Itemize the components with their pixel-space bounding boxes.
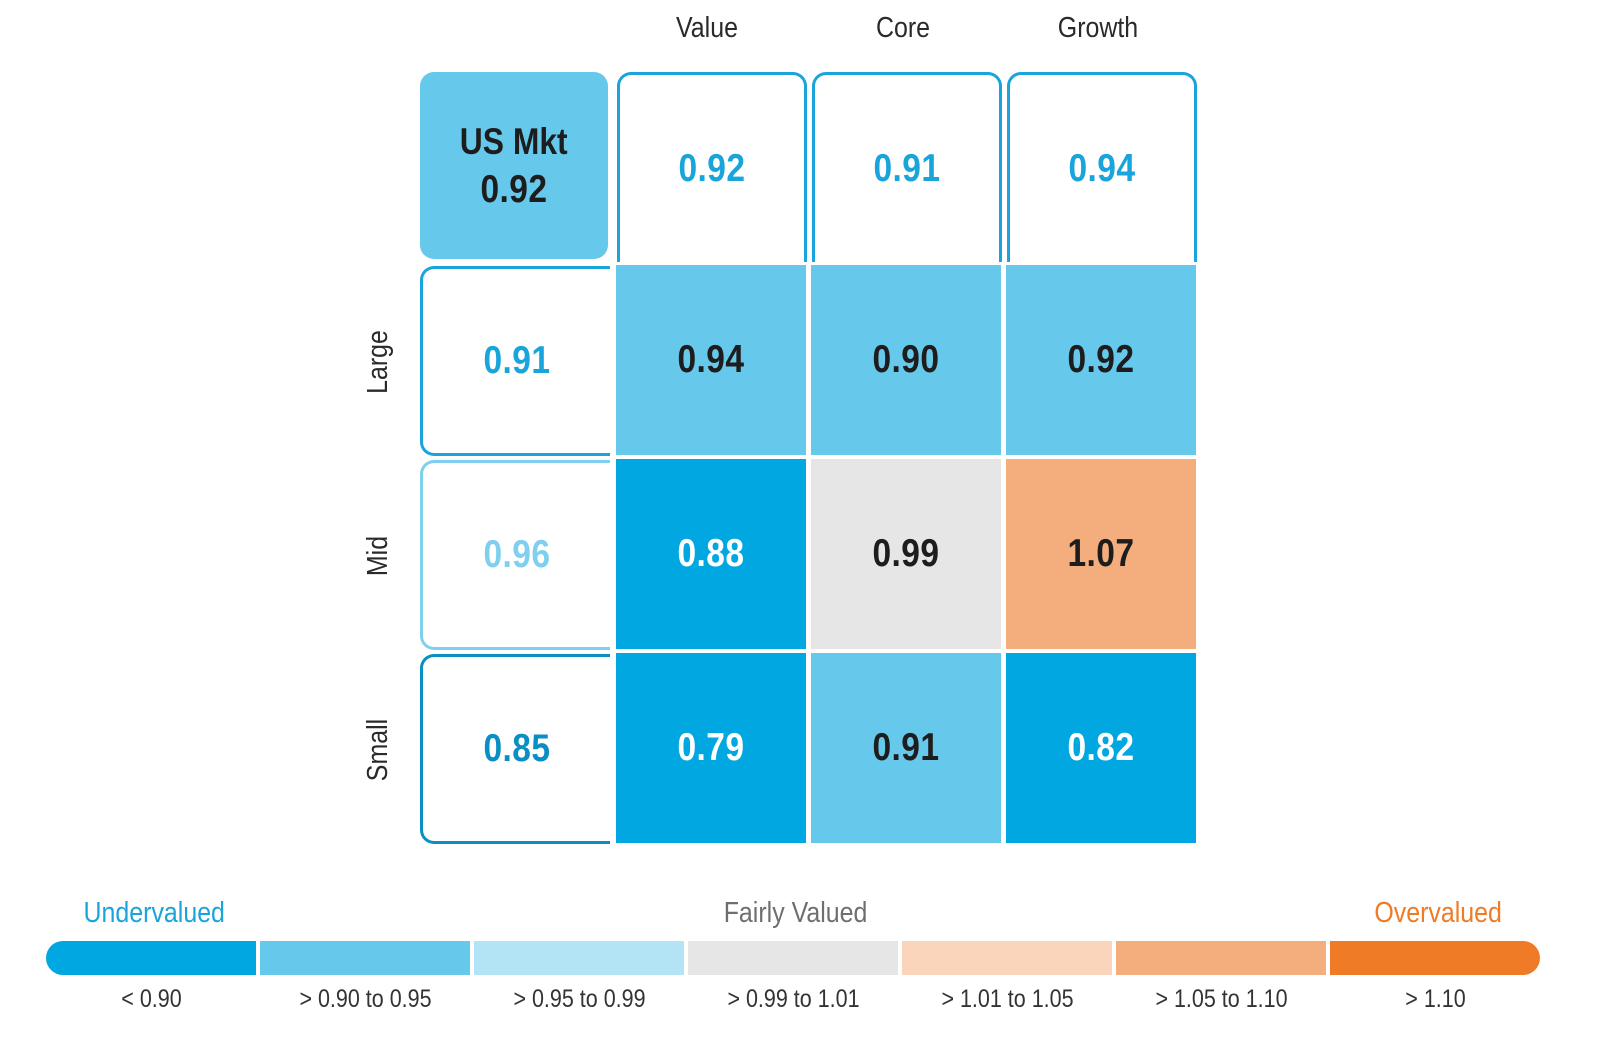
legend-overvalued-title: Overvalued bbox=[1374, 897, 1502, 929]
legend-tick-label: > 0.99 to 1.01 bbox=[727, 985, 860, 1013]
cell-mid-core: 0.99 bbox=[811, 459, 1001, 649]
legend-swatch bbox=[1116, 941, 1326, 975]
market-total-label: US Mkt bbox=[460, 120, 568, 162]
market-total-cell: US Mkt 0.92 bbox=[420, 72, 608, 259]
column-header-value: Value bbox=[676, 12, 738, 44]
cell-small-growth-text: 0.82 bbox=[1067, 726, 1135, 769]
legend-undervalued-title: Undervalued bbox=[83, 897, 225, 929]
cell-mid-value-text: 0.88 bbox=[677, 532, 745, 575]
legend-swatch bbox=[474, 941, 684, 975]
cell-large-growth: 0.92 bbox=[1006, 265, 1196, 455]
legend-tick-label: > 1.05 to 1.10 bbox=[1155, 985, 1288, 1013]
cell-large-growth-text: 0.92 bbox=[1067, 338, 1135, 381]
cell-large-core-text: 0.90 bbox=[872, 338, 940, 381]
legend-swatch bbox=[46, 941, 256, 975]
cell-small-value: 0.79 bbox=[616, 653, 806, 843]
cell-large-core: 0.90 bbox=[811, 265, 1001, 455]
row-total-small-text: 0.85 bbox=[483, 727, 550, 770]
row-total-large: 0.91 bbox=[420, 266, 610, 456]
row-header-small: Small bbox=[362, 718, 394, 782]
market-total-value: 0.92 bbox=[480, 167, 548, 211]
row-total-mid-text: 0.96 bbox=[483, 533, 550, 576]
legend-tick-label: > 1.10 bbox=[1405, 985, 1466, 1013]
column-total-growth: 0.94 bbox=[1007, 72, 1197, 262]
column-header-growth: Growth bbox=[1057, 12, 1139, 44]
row-header-mid: Mid bbox=[362, 535, 394, 577]
legend-swatch bbox=[902, 941, 1112, 975]
cell-mid-growth: 1.07 bbox=[1006, 459, 1196, 649]
legend-swatch bbox=[260, 941, 470, 975]
legend-color-scale bbox=[46, 941, 1540, 975]
legend-fairly-valued-title: Fairly Valued bbox=[723, 897, 868, 929]
legend-tick-label: > 0.95 to 0.99 bbox=[513, 985, 646, 1013]
legend-tick-label: < 0.90 bbox=[121, 985, 182, 1013]
row-total-large-text: 0.91 bbox=[483, 339, 550, 382]
cell-mid-growth-text: 1.07 bbox=[1067, 532, 1135, 575]
row-total-small: 0.85 bbox=[420, 654, 610, 844]
cell-mid-core-text: 0.99 bbox=[872, 532, 940, 575]
column-total-growth-text: 0.94 bbox=[1068, 146, 1136, 190]
column-total-core-text: 0.91 bbox=[873, 146, 941, 190]
column-total-value-text: 0.92 bbox=[678, 146, 746, 190]
row-header-large: Large bbox=[362, 330, 394, 394]
column-total-core: 0.91 bbox=[812, 72, 1002, 262]
cell-small-value-text: 0.79 bbox=[677, 726, 745, 769]
cell-mid-value: 0.88 bbox=[616, 459, 806, 649]
row-total-mid: 0.96 bbox=[420, 460, 610, 650]
legend-tick-label: > 1.01 to 1.05 bbox=[941, 985, 1074, 1013]
column-header-core: Core bbox=[875, 12, 931, 44]
cell-small-core: 0.91 bbox=[811, 653, 1001, 843]
cell-large-value: 0.94 bbox=[616, 265, 806, 455]
cell-small-core-text: 0.91 bbox=[872, 726, 940, 769]
legend-swatch bbox=[688, 941, 898, 975]
column-total-value: 0.92 bbox=[617, 72, 807, 262]
legend-swatch bbox=[1330, 941, 1540, 975]
cell-large-value-text: 0.94 bbox=[677, 338, 745, 381]
legend-tick-label: > 0.90 to 0.95 bbox=[299, 985, 432, 1013]
cell-small-growth: 0.82 bbox=[1006, 653, 1196, 843]
